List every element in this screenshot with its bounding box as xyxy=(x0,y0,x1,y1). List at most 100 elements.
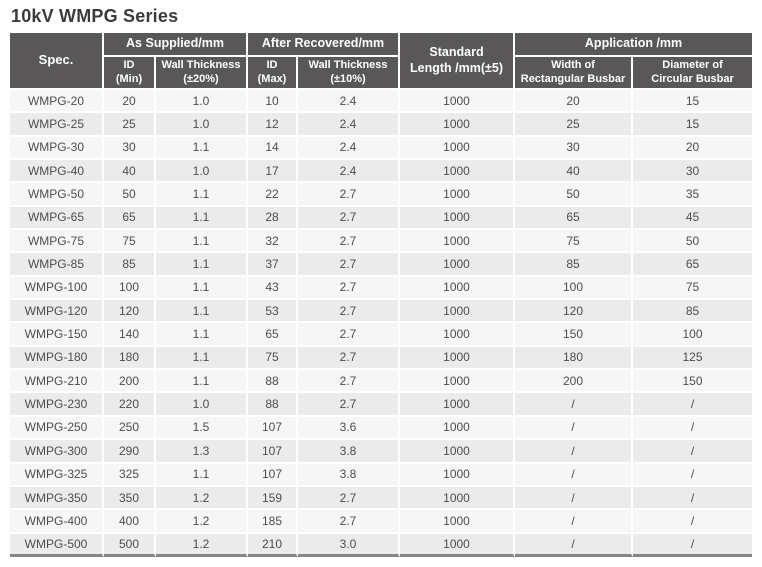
diameter-circ-busbar-cell: 50 xyxy=(633,230,753,254)
wall-thickness-10-cell: 2.4 xyxy=(298,90,401,114)
spec-cell: WMPG-50 xyxy=(10,183,104,207)
id-min-cell: 220 xyxy=(104,393,156,417)
spec-cell: WMPG-500 xyxy=(10,533,104,557)
standard-length-cell: 1000 xyxy=(400,370,516,394)
width-rect-busbar-cell: / xyxy=(515,486,634,511)
spec-cell: WMPG-325 xyxy=(10,463,104,487)
wall-thickness-20-cell: 1.0 xyxy=(156,160,248,184)
width-rect-busbar-cell: 65 xyxy=(515,206,634,231)
header-group-application: Application /mm xyxy=(515,33,753,57)
diameter-circ-busbar-cell: / xyxy=(633,440,753,464)
standard-length-cell: 1000 xyxy=(400,113,516,137)
wall-thickness-20-cell: 1.2 xyxy=(156,533,248,557)
standard-length-cell: 1000 xyxy=(400,346,516,371)
standard-length-cell: 1000 xyxy=(400,276,516,301)
id-max-cell: 107 xyxy=(248,416,298,441)
standard-length-cell: 1000 xyxy=(400,136,516,161)
table-row: WMPG-250 250 1.5 107 3.6 1000// xyxy=(10,416,753,441)
diameter-circ-busbar-cell: 15 xyxy=(633,113,753,137)
id-max-cell: 12 xyxy=(248,113,298,137)
header-wall-thickness-10: Wall Thickness (±10%) xyxy=(298,57,401,90)
table-row: WMPG-85 85 1.1 37 2.7 1000 85 65 xyxy=(10,253,753,277)
standard-length-cell: 1000 xyxy=(400,300,516,324)
id-min-cell: 100 xyxy=(104,276,156,301)
id-min-cell: 65 xyxy=(104,206,156,231)
wall-thickness-20-cell: 1.1 xyxy=(156,183,248,207)
table-row: WMPG-65 65 1.1 28 2.7 1000 65 45 xyxy=(10,206,753,231)
id-min-cell: 75 xyxy=(104,230,156,254)
id-min-cell: 50 xyxy=(104,183,156,207)
wall-thickness-10-cell: 3.6 xyxy=(298,416,401,441)
id-max-cell: 28 xyxy=(248,206,298,231)
standard-length-cell: 1000 xyxy=(400,533,516,557)
table-row: WMPG-20 20 1.0 10 2.4 1000 20 15 xyxy=(10,90,753,114)
wall-thickness-10-cell: 2.7 xyxy=(298,393,401,417)
table-row: WMPG-50 50 1.1 22 2.7 1000 50 35 xyxy=(10,183,753,207)
id-max-cell: 75 xyxy=(248,346,298,371)
table-row: WMPG-40 40 1.0 17 2.4 1000 40 30 xyxy=(10,160,753,184)
id-min-cell: 200 xyxy=(104,370,156,394)
spec-cell: WMPG-75 xyxy=(10,230,104,254)
wall-thickness-10-cell: 2.7 xyxy=(298,183,401,207)
width-rect-busbar-cell: 75 xyxy=(515,230,634,254)
id-max-cell: 53 xyxy=(248,300,298,324)
diameter-circ-busbar-cell: / xyxy=(633,533,753,557)
table-row: WMPG-100 100 1.1 43 2.7 1000 100 75 xyxy=(10,276,753,301)
wall-thickness-20-cell: 1.2 xyxy=(156,486,248,511)
standard-length-cell: 1000 xyxy=(400,416,516,441)
id-min-cell: 350 xyxy=(104,486,156,511)
standard-length-cell: 1000 xyxy=(400,206,516,231)
diameter-circ-busbar-cell: / xyxy=(633,416,753,441)
table-row: WMPG-325 325 1.1 107 3.8 1000// xyxy=(10,463,753,487)
spec-cell: WMPG-40 xyxy=(10,160,104,184)
diameter-circ-busbar-cell: 15 xyxy=(633,90,753,114)
wall-thickness-10-cell: 2.7 xyxy=(298,323,401,347)
standard-length-cell: 1000 xyxy=(400,323,516,347)
spec-cell: WMPG-400 xyxy=(10,510,104,534)
header-group-after-recovered: After Recovered/mm xyxy=(248,33,401,57)
width-rect-busbar-cell: 25 xyxy=(515,113,634,137)
standard-length-cell: 1000 xyxy=(400,230,516,254)
id-min-cell: 85 xyxy=(104,253,156,277)
width-rect-busbar-cell: 20 xyxy=(515,90,634,114)
table-row: WMPG-300 290 1.3 107 3.8 1000// xyxy=(10,440,753,464)
id-max-cell: 88 xyxy=(248,393,298,417)
wall-thickness-20-cell: 1.1 xyxy=(156,230,248,254)
id-max-cell: 17 xyxy=(248,160,298,184)
id-max-cell: 22 xyxy=(248,183,298,207)
header-width-rect-busbar: Width of Rectangular Busbar xyxy=(515,57,634,90)
spec-page: 10kV WMPG Series Spec. As Supplied/mm Af… xyxy=(0,6,762,567)
id-max-cell: 185 xyxy=(248,510,298,534)
id-max-cell: 37 xyxy=(248,253,298,277)
wall-thickness-10-cell: 2.7 xyxy=(298,206,401,231)
width-rect-busbar-cell: 40 xyxy=(515,160,634,184)
page-title: 10kV WMPG Series xyxy=(11,6,179,26)
spec-cell: WMPG-300 xyxy=(10,440,104,464)
wall-thickness-10-cell: 2.7 xyxy=(298,346,401,371)
id-min-cell: 180 xyxy=(104,346,156,371)
header-spec: Spec. xyxy=(10,33,104,90)
spec-cell: WMPG-150 xyxy=(10,323,104,347)
id-min-cell: 500 xyxy=(104,533,156,557)
standard-length-cell: 1000 xyxy=(400,160,516,184)
id-min-cell: 250 xyxy=(104,416,156,441)
wall-thickness-20-cell: 1.0 xyxy=(156,90,248,114)
diameter-circ-busbar-cell: / xyxy=(633,486,753,511)
spec-cell: WMPG-210 xyxy=(10,370,104,394)
spec-cell: WMPG-25 xyxy=(10,113,104,137)
table-header: Spec. As Supplied/mm After Recovered/mm … xyxy=(10,33,753,90)
width-rect-busbar-cell: / xyxy=(515,416,634,441)
diameter-circ-busbar-cell: / xyxy=(633,393,753,417)
diameter-circ-busbar-cell: 125 xyxy=(633,346,753,371)
diameter-circ-busbar-cell: 85 xyxy=(633,300,753,324)
spec-cell: WMPG-250 xyxy=(10,416,104,441)
wall-thickness-20-cell: 1.0 xyxy=(156,393,248,417)
id-max-cell: 32 xyxy=(248,230,298,254)
diameter-circ-busbar-cell: / xyxy=(633,510,753,534)
wall-thickness-10-cell: 2.7 xyxy=(298,510,401,534)
header-standard-length: Standard Length /mm(±5) xyxy=(400,33,516,90)
header-group-as-supplied: As Supplied/mm xyxy=(104,33,248,57)
id-min-cell: 25 xyxy=(104,113,156,137)
table-row: WMPG-25 25 1.0 12 2.4 1000 25 15 xyxy=(10,113,753,137)
wall-thickness-20-cell: 1.1 xyxy=(156,253,248,277)
